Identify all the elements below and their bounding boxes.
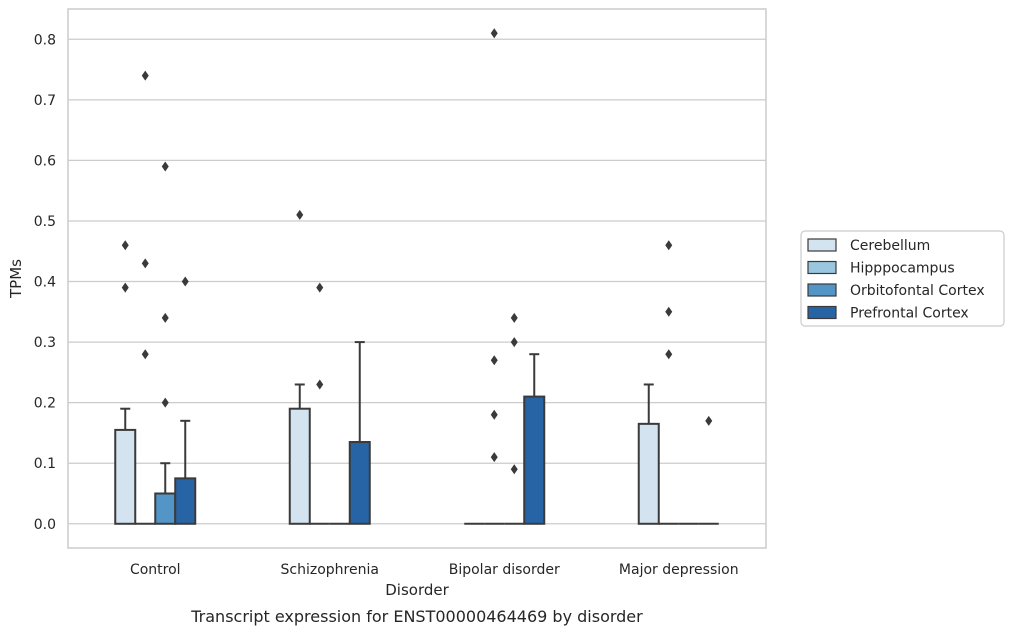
x-tick-label: Schizophrenia <box>281 562 379 578</box>
outlier-point <box>141 349 149 360</box>
outlier-point <box>510 312 518 323</box>
outlier-point <box>665 240 673 251</box>
outlier-point <box>296 209 304 220</box>
outlier-point <box>181 276 189 287</box>
legend-swatch <box>807 305 837 320</box>
y-tick-label: 0.5 <box>34 214 56 230</box>
outlier-point <box>316 282 324 293</box>
legend-swatch <box>807 283 837 297</box>
grid-lines <box>68 38 766 525</box>
bar <box>174 477 197 525</box>
outlier-point <box>316 379 324 390</box>
legend: Cerebellum Hipppocampus Orbitofontal Corte… <box>800 230 1005 327</box>
y-tick-label: 0.4 <box>34 275 56 291</box>
y-tick-label: 0.1 <box>34 456 56 472</box>
outlier-point <box>510 337 518 348</box>
legend-frame <box>800 230 1005 327</box>
figure-caption: Transcript expression for ENST0000046446… <box>190 607 643 626</box>
outlier-point <box>161 312 169 323</box>
legend-label: Orbitofontal Cortex <box>850 283 985 299</box>
outlier-point <box>490 452 498 463</box>
error-bars <box>120 341 654 494</box>
legend-label: Cerebellum <box>850 238 930 254</box>
y-tick-label: 0.8 <box>34 32 56 48</box>
bar <box>523 395 546 525</box>
outlier-point <box>510 464 518 475</box>
outlier-point <box>665 349 673 360</box>
x-tick-label: Control <box>130 562 181 578</box>
bar <box>288 407 311 525</box>
outlier-point <box>141 258 149 269</box>
x-tick-label: Bipolar disorder <box>449 562 560 578</box>
outlier-point <box>490 28 498 39</box>
y-axis-label: TPMs <box>7 259 25 299</box>
bar <box>114 428 137 525</box>
outlier-point <box>490 355 498 366</box>
y-tick-label: 0.3 <box>34 335 56 351</box>
bar <box>348 441 371 525</box>
outlier-point <box>490 409 498 420</box>
bar <box>154 492 177 525</box>
outlier-point <box>141 70 149 81</box>
y-tick-label: 0.0 <box>34 517 56 533</box>
plot-frame <box>67 8 767 549</box>
outlier-points <box>121 28 713 475</box>
y-tick-label: 0.7 <box>34 93 56 109</box>
outlier-point <box>665 306 673 317</box>
legend-label: Prefrontal Cortex <box>850 306 969 322</box>
bar <box>637 422 660 525</box>
outlier-point <box>161 397 169 408</box>
y-tick-label: 0.2 <box>34 396 56 412</box>
legend-swatch <box>807 238 837 252</box>
y-tick-label: 0.6 <box>34 153 56 169</box>
legend-label: Hipppocampus <box>850 261 955 277</box>
x-tick-labels: Control Schizophrenia Bipolar disorder Majo… <box>130 562 739 578</box>
legend-swatch <box>807 260 837 275</box>
outlier-point <box>161 161 169 172</box>
outlier-point <box>121 240 129 251</box>
y-tick-labels: 0.0 0.1 0.2 0.3 0.4 0.5 0.6 0.7 0.8 <box>34 32 56 532</box>
x-tick-label: Major depression <box>619 562 739 578</box>
x-axis-label: Disorder <box>385 581 449 599</box>
bars <box>114 395 719 525</box>
outlier-point <box>121 282 129 293</box>
outlier-point <box>705 415 713 426</box>
